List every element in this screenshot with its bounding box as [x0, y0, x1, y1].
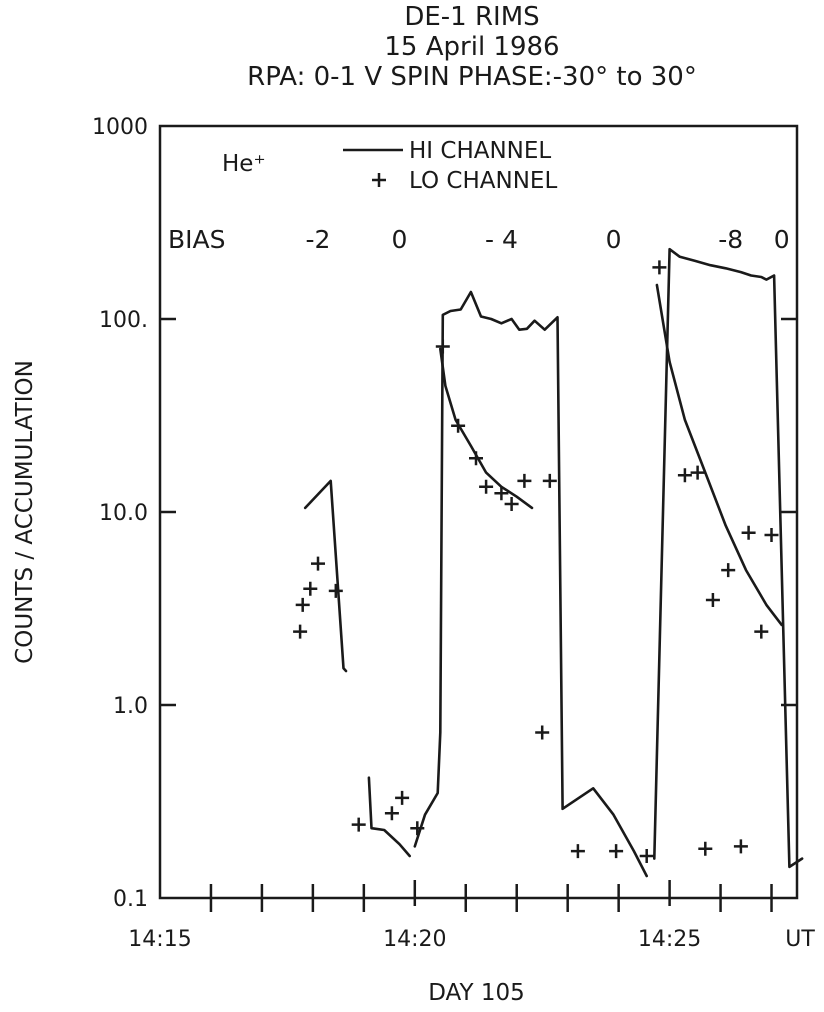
bias-value: -2	[306, 225, 331, 254]
series	[293, 247, 804, 878]
bias-value: 0	[774, 225, 790, 254]
lo-channel-point	[535, 725, 550, 740]
x-tick-label: 14:25	[638, 927, 701, 952]
y-tick-label: 0.1	[113, 887, 148, 912]
lo-channel-point	[652, 260, 667, 275]
lo-channel-point	[517, 473, 532, 488]
lo-channel-point	[384, 806, 399, 821]
lo-channel-point	[410, 821, 425, 836]
legend-entry: HI CHANNEL	[409, 138, 551, 164]
lo-channel-point	[435, 339, 450, 354]
y-tick-label: 1.0	[113, 694, 148, 719]
legend-plus-symbol	[372, 173, 386, 187]
lo-channel-point	[295, 597, 310, 612]
hi-channel-line	[367, 776, 411, 858]
plot-frame	[158, 124, 799, 900]
bias-value: 0	[606, 225, 622, 254]
legend: He⁺ HI CHANNEL LO CHANNEL	[222, 138, 557, 194]
title-line: 15 April 1986	[384, 32, 559, 62]
y-tick-label: 10.0	[99, 501, 148, 526]
y-tick-label: 100.	[99, 308, 148, 333]
lo-channel-point	[721, 563, 736, 578]
bias-annotations: BIAS -2 0 - 4 0 -8 0	[168, 225, 790, 254]
lo-channel-point	[609, 844, 624, 859]
lo-channel-point	[504, 497, 519, 511]
bias-value: - 4	[485, 225, 518, 254]
species-label: He⁺	[222, 151, 266, 177]
lo-channel-point	[733, 839, 748, 854]
y-axis-label: COUNTS / ACCUMULATION	[12, 360, 38, 664]
lo-channel-point	[494, 486, 509, 501]
x-tick-label: 14:15	[128, 927, 191, 952]
hi-channel-line	[413, 290, 648, 878]
axis-ticks	[160, 317, 797, 912]
lo-channel-point	[690, 465, 705, 480]
bias-value: 0	[392, 225, 408, 254]
lo-channel-point	[293, 624, 308, 639]
legend-entry: LO CHANNEL	[409, 168, 557, 194]
axis-tick-labels: 0.1 1.0 10.0 100. 1000 14:15 14:20 14:25	[92, 115, 701, 952]
hi-channel-line	[653, 247, 804, 869]
lo-channel-point	[705, 593, 720, 607]
lo-channel-point	[328, 583, 343, 598]
lo-channel-point	[639, 849, 654, 863]
lo-channel-point	[395, 790, 410, 805]
title-line: DE-1 RIMS	[404, 2, 539, 32]
hi-channel-line	[655, 283, 783, 627]
bias-value: -8	[718, 225, 743, 254]
lo-channel-point	[311, 556, 325, 571]
x-axis-label: DAY 105	[428, 980, 525, 1006]
lo-channel-point	[764, 528, 779, 542]
lo-channel-point	[451, 418, 466, 433]
y-tick-label: 1000	[92, 115, 148, 140]
lo-channel-point	[570, 844, 585, 859]
lo-channel-point	[303, 581, 318, 596]
lo-channel-point	[754, 624, 769, 639]
hi-channel-line	[303, 479, 348, 673]
x-tick-label: 14:20	[383, 927, 446, 952]
lo-channel-point	[741, 525, 756, 540]
lo-channel-point	[542, 473, 557, 488]
lo-channel-point	[479, 479, 494, 494]
x-axis-unit-label: UT	[785, 927, 815, 952]
bias-label: BIAS	[168, 225, 226, 254]
lo-channel-point	[698, 841, 713, 856]
lo-channel-point	[351, 817, 366, 832]
lo-channel-point	[677, 468, 692, 483]
lo-channel-point	[469, 451, 483, 466]
title-line: RPA: 0-1 V SPIN PHASE:-30° to 30°	[247, 62, 697, 92]
